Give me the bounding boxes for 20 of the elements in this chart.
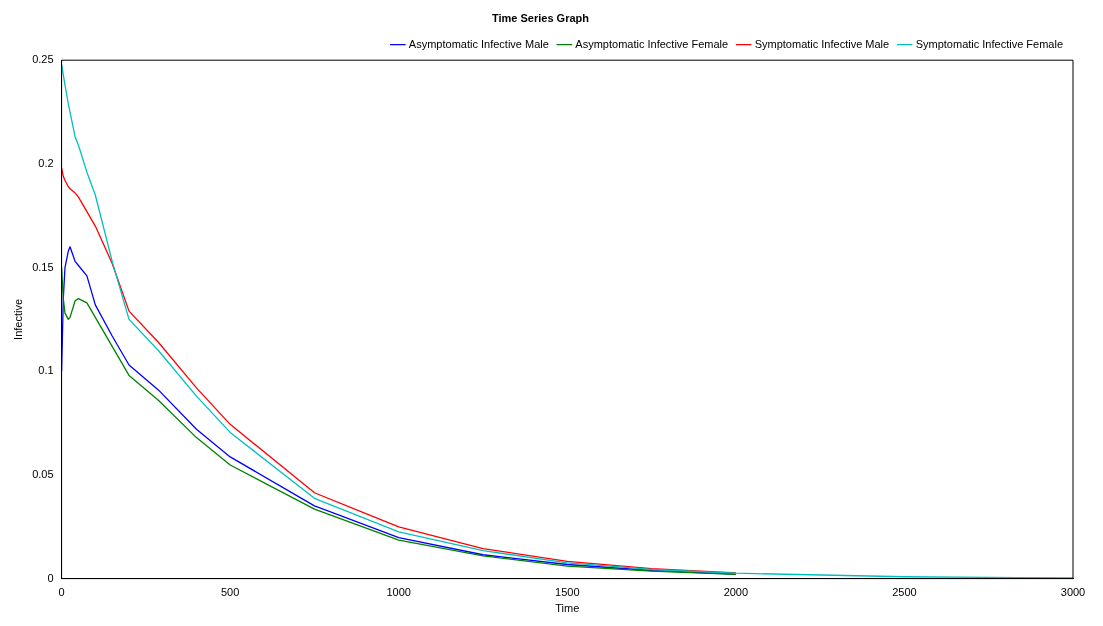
x-tick-label: 1500 <box>555 586 580 599</box>
y-tick-label: 0.1 <box>38 364 54 377</box>
y-tick-label: 0.25 <box>32 53 54 66</box>
x-tick-label: 2000 <box>723 586 749 599</box>
legend-label: Asymptomatic Infective Female <box>575 37 729 50</box>
y-tick-label: 0 <box>47 571 54 584</box>
x-tick-label: 0 <box>58 586 65 599</box>
x-tick-label: 1000 <box>386 586 411 599</box>
x-tick-label: 500 <box>220 586 240 599</box>
x-tick-label: 2500 <box>892 586 917 599</box>
x-axis-title: Time <box>555 602 580 615</box>
y-tick-label: 0.05 <box>32 467 54 480</box>
y-tick-label: 0.15 <box>32 260 54 273</box>
y-tick-label: 0.2 <box>38 156 54 169</box>
chart-title: Time Series Graph <box>491 11 590 24</box>
legend-label: Asymptomatic Infective Male <box>408 37 549 50</box>
y-axis-title: Infective <box>11 298 24 340</box>
legend-label: Symptomatic Infective Female <box>915 37 1064 50</box>
x-tick-label: 3000 <box>1060 586 1086 599</box>
legend-label: Symptomatic Infective Male <box>754 37 890 50</box>
